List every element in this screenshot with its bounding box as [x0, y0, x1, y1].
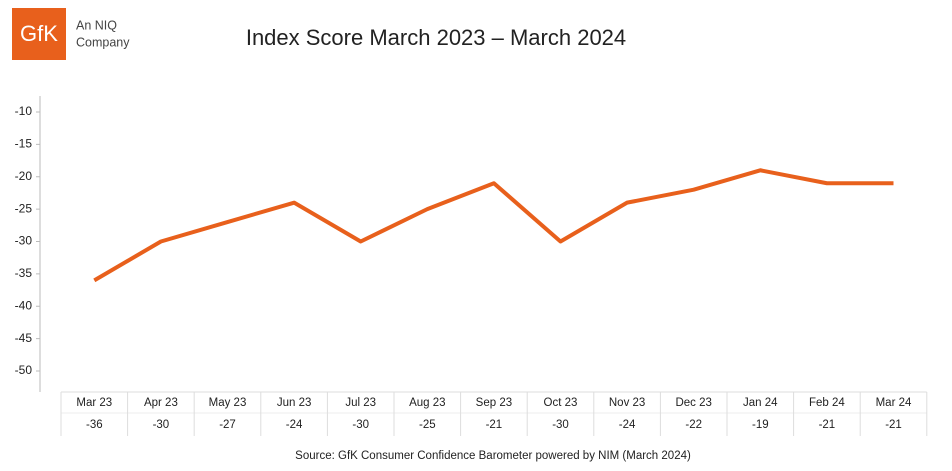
logo-tagline: Company [76, 35, 130, 49]
value-label: -21 [885, 419, 902, 431]
line-series [93, 168, 894, 283]
y-tick-label: -45 [15, 331, 33, 345]
x-tick-label: Apr 23 [144, 397, 178, 409]
x-tick-label: Mar 24 [876, 397, 912, 409]
value-label: -24 [286, 419, 303, 431]
x-tick-label: Aug 23 [409, 397, 445, 409]
logo-tagline: An NIQ [76, 18, 117, 32]
y-tick-label: -50 [15, 363, 33, 377]
x-tick-label: Nov 23 [609, 397, 645, 409]
y-tick-label: -25 [15, 201, 33, 215]
value-label: -25 [419, 419, 436, 431]
value-label: -36 [86, 419, 103, 431]
x-tick-label: Jul 23 [345, 397, 376, 409]
value-label: -21 [486, 419, 503, 431]
value-label: -30 [352, 419, 369, 431]
logo-brand: GfK [20, 21, 58, 46]
x-tick-label: Jan 24 [743, 397, 778, 409]
value-label: -24 [619, 419, 636, 431]
value-label: -27 [219, 419, 236, 431]
x-tick-label: Oct 23 [544, 397, 578, 409]
y-tick-label: -15 [15, 137, 33, 151]
y-tick-label: -40 [15, 298, 33, 312]
value-label: -22 [685, 419, 702, 431]
value-label: -30 [153, 419, 170, 431]
source: Source: GfK Consumer Confidence Baromete… [295, 450, 691, 462]
y-tick-label: -20 [15, 169, 33, 183]
value-label: -19 [752, 419, 769, 431]
value-label: -30 [552, 419, 569, 431]
x-tick-label: Sep 23 [476, 397, 512, 409]
y-tick-label: -30 [15, 234, 33, 248]
x-tick-label: Dec 23 [675, 397, 711, 409]
y-tick-label: -35 [15, 266, 33, 280]
chart-title: Index Score March 2023 – March 2024 [246, 25, 626, 50]
value-label: -21 [819, 419, 836, 431]
x-tick-label: Feb 24 [809, 397, 845, 409]
x-tick-label: May 23 [209, 397, 247, 409]
x-tick-label: Mar 23 [76, 397, 112, 409]
logo-box [12, 8, 66, 60]
x-tick-label: Jun 23 [277, 397, 312, 409]
y-tick-label: -10 [15, 104, 33, 118]
